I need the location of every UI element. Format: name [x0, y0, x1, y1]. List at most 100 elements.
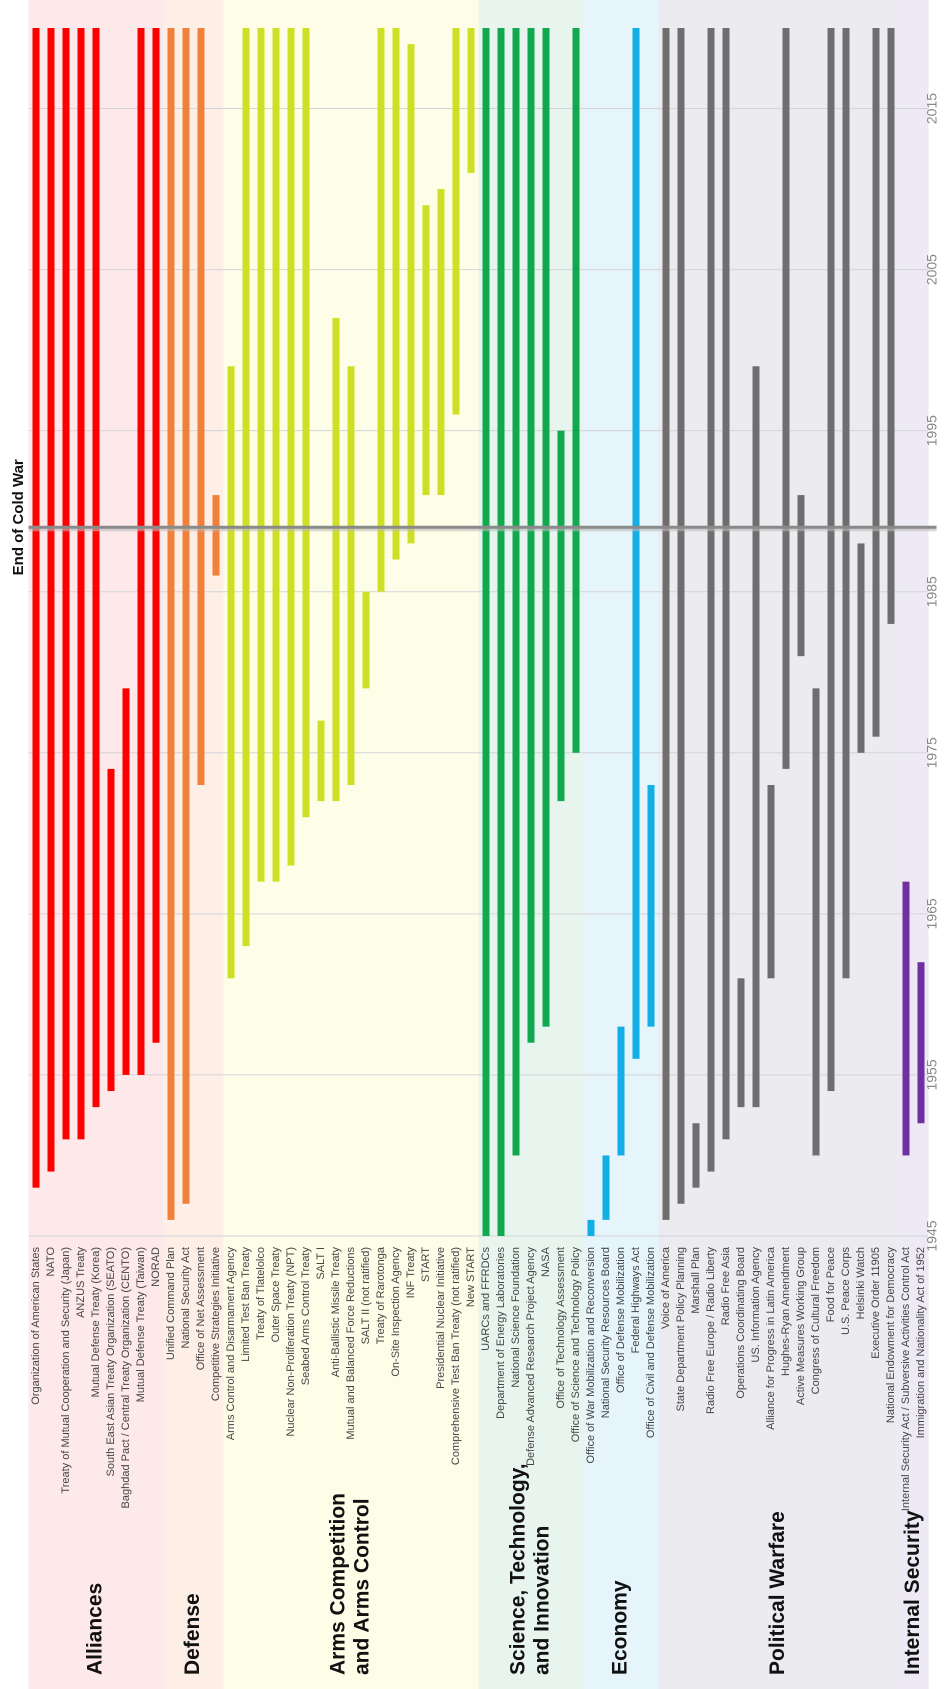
group-label: Alliances — [84, 1583, 107, 1675]
bar — [497, 28, 505, 1236]
bar — [122, 688, 130, 1075]
bar — [362, 591, 370, 689]
row-label: Executive Order 11905 — [870, 1247, 882, 1359]
row-label: New START — [465, 1247, 477, 1307]
group-band — [658, 0, 899, 1689]
bar — [617, 1026, 625, 1156]
row-label: Office of Civil and Defense Mobilization — [645, 1247, 657, 1438]
annotation-label: End of Cold War — [10, 459, 27, 575]
bar — [467, 28, 475, 173]
group-label: Internal Security — [901, 1510, 924, 1675]
bar — [587, 1219, 595, 1236]
bar — [602, 1155, 610, 1220]
bar — [812, 688, 820, 1156]
row-label: Unified Command Plan — [165, 1247, 177, 1360]
group-label: Economy — [609, 1580, 632, 1675]
row-label: State Department Policy Planning — [675, 1247, 687, 1411]
row-label: Voice of America — [660, 1246, 672, 1329]
row-label: US. Information Agency — [750, 1247, 762, 1363]
row-label: INF Treaty — [405, 1247, 417, 1299]
row-label: Mutual Defense Treaty (Korea) — [90, 1247, 102, 1397]
bar — [797, 495, 805, 657]
group-band — [223, 0, 479, 1689]
row-label: U.S. Peace Corps — [840, 1247, 852, 1336]
row-label: Office of Science and Technology Policy — [570, 1247, 582, 1443]
x-tick-label: 1945 — [924, 1220, 940, 1251]
bar — [182, 28, 190, 1204]
row-label: Helsinki Watch — [855, 1247, 867, 1319]
row-label: Internal Security Act / Subversive Activ… — [900, 1247, 912, 1511]
bar — [782, 28, 790, 769]
bars — [32, 28, 925, 1236]
row-label: Seabed Arms Control Treaty — [300, 1247, 312, 1386]
group-label: Defense — [181, 1593, 204, 1675]
row-label: Treaty of Rarotonga — [375, 1246, 387, 1344]
x-tick-label: 1985 — [924, 576, 940, 607]
bar — [317, 720, 325, 802]
bar — [872, 28, 880, 737]
row-label: Defense Advanced Research Project Agency — [525, 1247, 537, 1466]
x-tick-label: 2005 — [924, 254, 940, 285]
group-label: and Innovation — [531, 1526, 554, 1675]
row-label: NASA — [540, 1246, 552, 1277]
group-label: Political Warfare — [766, 1511, 789, 1675]
row-label: Office of Net Assessment — [195, 1247, 207, 1370]
bar — [662, 28, 670, 1220]
bar — [302, 28, 310, 818]
row-label: Comprehensive Test Ban Treaty (not ratif… — [450, 1247, 462, 1465]
bar — [227, 366, 235, 979]
group-band — [898, 0, 929, 1689]
row-label: Radio Free Asia — [720, 1246, 732, 1325]
row-label: Operations Coordinating Board — [735, 1247, 747, 1399]
row-label: SALT I — [315, 1247, 327, 1280]
bar — [62, 28, 70, 1140]
x-tick-label: 1955 — [924, 1059, 940, 1090]
x-tick-label: 1975 — [924, 737, 940, 768]
bar — [287, 28, 295, 866]
bar — [722, 28, 730, 1140]
bar — [167, 28, 175, 1220]
bar — [692, 1123, 700, 1188]
row-label: Office of Technology Assessment — [555, 1247, 567, 1409]
bar — [557, 430, 565, 802]
bar — [572, 28, 580, 753]
row-label: Mutual Defense Treaty (Taiwan) — [135, 1247, 147, 1402]
bar — [452, 28, 460, 415]
row-label: Presidential Nuclear Initiative — [435, 1247, 447, 1389]
bar — [392, 28, 400, 560]
row-label: NORAD — [150, 1247, 162, 1287]
bar — [512, 28, 520, 1156]
x-tick-label: 2015 — [924, 93, 940, 124]
row-label: National Science Foundation — [510, 1247, 522, 1388]
bar — [887, 28, 895, 624]
row-label: Outer Space Treaty — [270, 1247, 282, 1343]
row-label: Anti-Ballistic Missile Treaty — [330, 1247, 342, 1378]
bar — [257, 28, 265, 882]
bar — [827, 28, 835, 1092]
bar — [842, 28, 850, 979]
bar — [482, 28, 490, 1236]
bar — [632, 28, 640, 1059]
x-tick-label: 1995 — [924, 415, 940, 446]
bar — [92, 28, 100, 1108]
row-label: National Endowment for Democracy — [885, 1247, 897, 1424]
row-label: Hughes-Ryan Amendment — [780, 1247, 792, 1376]
row-label: UARCs and FFRDCs — [480, 1247, 492, 1351]
row-label: Limited Test Ban Treaty — [240, 1247, 252, 1362]
group-label: Science, Technology, — [507, 1463, 530, 1675]
bar — [272, 28, 280, 882]
bar — [917, 962, 925, 1124]
row-label: Mutual and Balanced Force Reductions — [345, 1247, 357, 1440]
bar — [527, 28, 535, 1043]
row-label: Congress of Cultural Freedom — [810, 1247, 822, 1394]
row-label: Radio Free Europe / Radio Liberty — [705, 1247, 717, 1414]
row-label: Treaty of Tlatelolco — [255, 1247, 267, 1340]
row-label: SALT II (not ratified) — [360, 1247, 372, 1344]
row-label: Competitive Strategies Initiative — [210, 1247, 222, 1401]
row-label: Treaty of Mutual Cooperation and Securit… — [60, 1247, 72, 1494]
row-label: NATO — [45, 1247, 57, 1277]
bar — [137, 28, 145, 1075]
row-label: Immigration and Nationality Act of 1952 — [915, 1247, 927, 1438]
bar — [857, 543, 865, 753]
